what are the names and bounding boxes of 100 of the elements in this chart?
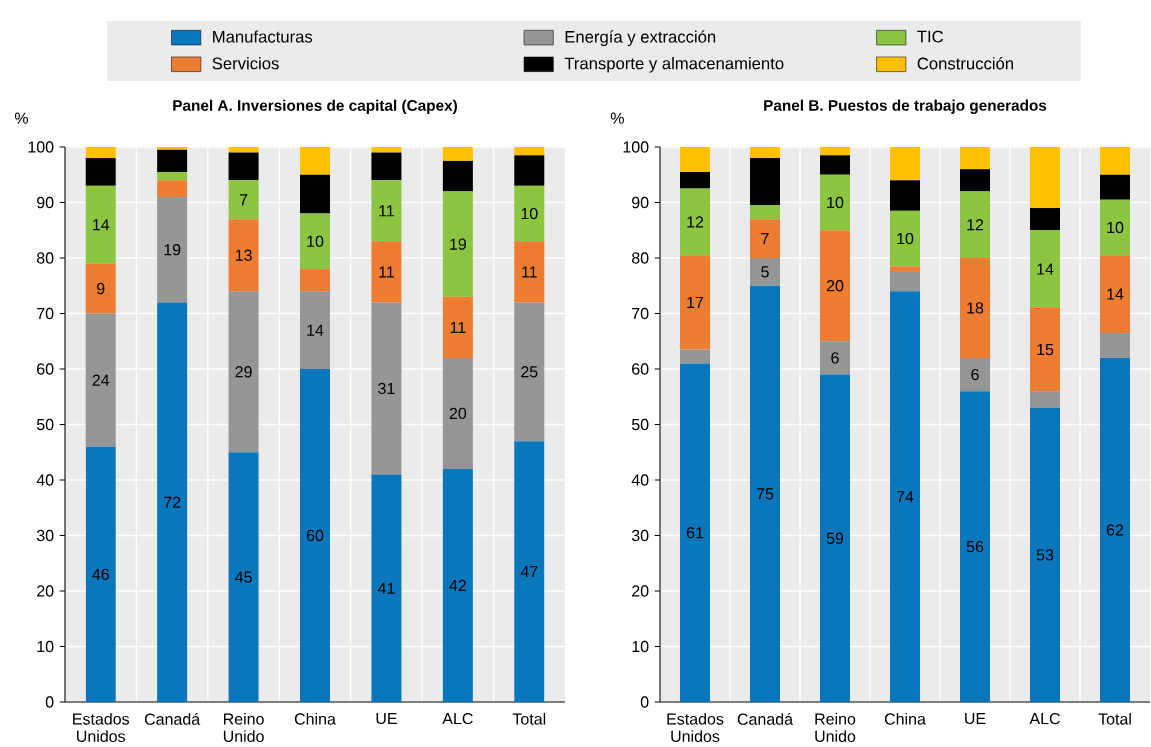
data-label: 11 xyxy=(379,266,394,278)
data-label: 45 xyxy=(235,571,252,583)
y-tick-label: 70 xyxy=(37,307,54,320)
bar xyxy=(228,180,259,220)
y-tick-label: 10 xyxy=(632,640,649,653)
bar xyxy=(890,291,921,702)
y-tick-label: 50 xyxy=(36,418,54,431)
x-tick-label: China xyxy=(884,712,926,725)
data-label: 6 xyxy=(971,368,979,381)
bar xyxy=(820,174,851,231)
data-label: 74 xyxy=(896,491,914,503)
data-label: 60 xyxy=(306,529,324,542)
bar xyxy=(371,147,402,153)
data-label: 15 xyxy=(1037,344,1054,356)
x-tick-label: Canadá xyxy=(737,712,794,725)
bar xyxy=(960,147,991,170)
data-label: 56 xyxy=(966,540,984,553)
bar xyxy=(300,213,330,270)
data-label: 20 xyxy=(826,280,844,292)
bar xyxy=(1030,230,1061,308)
data-label: 11 xyxy=(450,321,466,333)
data-label: 53 xyxy=(1036,549,1054,561)
bar xyxy=(680,255,711,350)
y-tick-label: 40 xyxy=(631,474,649,486)
data-label: 20 xyxy=(449,407,467,420)
bar xyxy=(371,241,402,303)
data-label: 41 xyxy=(377,582,395,594)
data-label: 14 xyxy=(93,219,110,231)
data-label: 19 xyxy=(450,238,466,250)
data-label: 9 xyxy=(97,282,105,295)
data-label: 62 xyxy=(1106,524,1124,536)
bar xyxy=(820,230,851,342)
bar xyxy=(820,155,851,175)
bar xyxy=(514,441,545,702)
bar xyxy=(228,452,259,702)
y-tick-label: 0 xyxy=(640,696,649,708)
bar xyxy=(371,180,402,242)
x-tick-label: ALC xyxy=(442,712,473,725)
data-label: 46 xyxy=(92,568,109,580)
data-label: 7 xyxy=(239,194,248,206)
bar xyxy=(1100,255,1131,333)
bar xyxy=(1030,407,1061,702)
x-tick-label: Estados Unidos xyxy=(667,712,724,743)
y-axis-title: % xyxy=(610,112,624,124)
y-tick-label: 40 xyxy=(36,474,54,486)
y-tick-label: 20 xyxy=(37,585,54,597)
bar xyxy=(1100,174,1131,200)
bar xyxy=(228,152,259,181)
bar xyxy=(514,241,545,303)
data-label: 24 xyxy=(92,374,110,386)
bar xyxy=(157,180,188,197)
y-axis-title: % xyxy=(14,112,29,124)
y-tick-label: 20 xyxy=(632,585,649,597)
bar xyxy=(157,149,188,172)
bar xyxy=(1100,199,1131,256)
bar xyxy=(85,263,116,314)
bar xyxy=(820,341,851,375)
bar xyxy=(514,302,545,442)
bar xyxy=(300,147,330,175)
y-tick-label: 60 xyxy=(37,363,54,375)
bar xyxy=(371,474,402,702)
bar xyxy=(890,271,921,292)
bar xyxy=(890,266,921,272)
x-tick-label: Estados Unidos xyxy=(73,712,130,743)
data-label: 14 xyxy=(307,324,324,336)
legend-label: TIC xyxy=(917,30,944,43)
data-label: 59 xyxy=(826,532,844,544)
bar xyxy=(960,258,991,358)
legend-label: Transporte y almacenamiento xyxy=(564,57,784,73)
data-label: 10 xyxy=(897,232,914,245)
bar xyxy=(514,155,545,186)
data-label: 18 xyxy=(967,302,984,314)
bar xyxy=(228,219,259,292)
x-tick-label: ALC xyxy=(1029,712,1060,725)
x-tick-label: China xyxy=(294,712,336,725)
x-tick-label: UE xyxy=(376,712,397,725)
y-tick-label: 70 xyxy=(632,307,649,320)
y-tick-label: 50 xyxy=(631,418,649,431)
data-label: 42 xyxy=(449,579,466,592)
bar xyxy=(820,147,851,156)
data-label: 7 xyxy=(761,233,769,245)
data-label: 13 xyxy=(235,249,252,261)
data-label: 14 xyxy=(1037,263,1054,275)
x-tick-label: Reino Unido xyxy=(815,712,856,743)
data-label: 11 xyxy=(522,266,537,278)
bar xyxy=(960,391,991,702)
bar xyxy=(680,147,711,172)
data-label: 17 xyxy=(687,296,704,308)
y-tick-label: 30 xyxy=(36,529,54,542)
bar xyxy=(750,258,781,286)
bar xyxy=(442,191,473,297)
x-tick-label: Canadá xyxy=(144,712,201,725)
data-label: 47 xyxy=(520,566,538,578)
y-tick-label: 100 xyxy=(28,141,54,153)
bar xyxy=(300,269,330,292)
bar xyxy=(750,285,781,702)
bar xyxy=(680,171,711,189)
y-tick-label: 90 xyxy=(632,196,649,209)
bar xyxy=(1100,147,1131,175)
bar xyxy=(890,210,921,267)
